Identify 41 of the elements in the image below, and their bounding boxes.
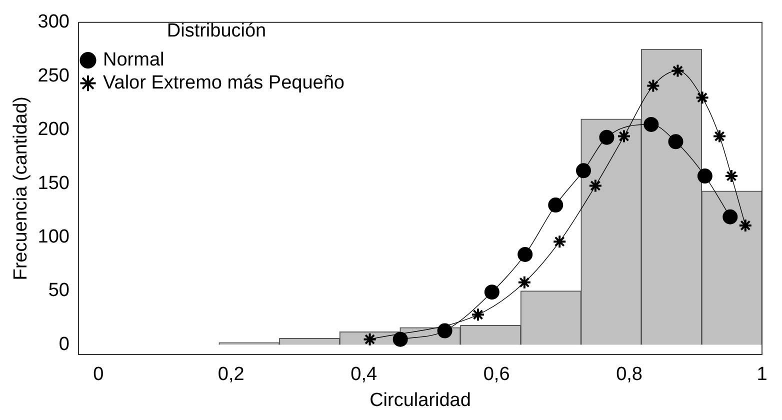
point: [392, 332, 408, 347]
y-tick-label: 50: [48, 280, 70, 302]
point: [576, 163, 591, 178]
point: [697, 168, 712, 184]
x-tick-label: 0,2: [218, 364, 244, 386]
point: [437, 323, 452, 338]
x-tick-label: 0,6: [483, 364, 510, 386]
point: [738, 218, 752, 232]
y-tick-label: 150: [38, 172, 70, 194]
y-tick-label: 250: [38, 65, 70, 86]
point: [668, 134, 684, 150]
point: [470, 308, 485, 322]
point: [644, 116, 659, 132]
point: [616, 129, 631, 144]
y-tick-label: 300: [38, 12, 70, 33]
legend-label: Valor Extremo más Pequeño: [103, 72, 344, 94]
point: [712, 129, 727, 144]
point: [670, 64, 685, 78]
y-axis-title: Frecuencia (cantidad): [10, 96, 32, 280]
point: [599, 130, 614, 145]
x-tick-label: 0: [93, 364, 104, 386]
x-tick-label: 1: [756, 364, 768, 386]
y-tick-label: 0: [58, 334, 70, 355]
point: [695, 90, 710, 105]
point: [362, 332, 377, 346]
point: [552, 234, 567, 249]
point: [722, 209, 738, 224]
x-axis-title: Circularidad: [370, 390, 471, 411]
x-tick-label: 0,4: [350, 364, 378, 386]
y-tick-label: 200: [38, 119, 70, 140]
point: [646, 78, 660, 93]
point: [588, 178, 602, 193]
x-tick-label: 0,8: [616, 364, 642, 386]
point: [724, 169, 738, 184]
point: [548, 198, 564, 213]
point: [484, 284, 500, 300]
y-tick-label: 100: [38, 226, 70, 248]
point: [518, 246, 533, 262]
legend-title: Distribución: [166, 20, 266, 42]
point: [517, 275, 532, 290]
legend-label: Normal: [103, 50, 164, 71]
